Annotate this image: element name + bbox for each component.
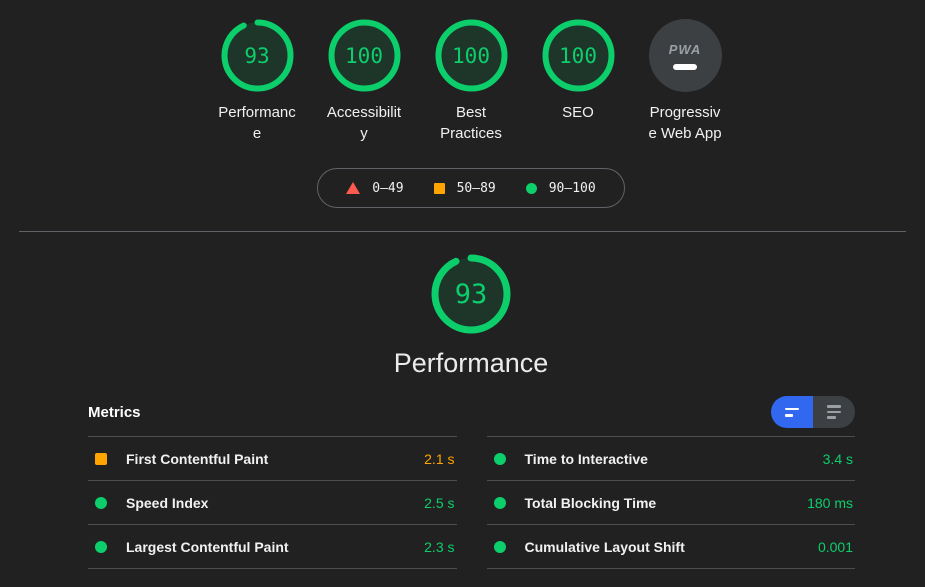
metrics-header: Metrics: [88, 396, 855, 428]
metric-pass-icon: [95, 496, 107, 509]
score-gauge-accessibility[interactable]: 100 Accessibility: [320, 19, 408, 144]
score-gauge-seo[interactable]: 100 SEO: [534, 19, 622, 123]
gauge-arc: [435, 19, 507, 92]
legend-range: 90–100: [548, 180, 596, 196]
gauge-arc: [221, 19, 293, 92]
metric-value: 0.001: [817, 538, 853, 555]
gauge-accessibility-circle: 100: [328, 19, 401, 92]
metrics-column-right: Time to Interactive 3.4 s Total Blocking…: [486, 436, 855, 569]
pwa-dash-icon: [673, 63, 697, 70]
gauge-pwa-label: Progressive Web App: [648, 104, 722, 142]
legend-range: 50–89: [456, 180, 496, 196]
gauge-seo-circle: 100: [542, 19, 615, 92]
metric-average-icon: [95, 452, 107, 465]
legend-item-circle: 90–100: [525, 180, 596, 196]
gauge-arc: [328, 19, 400, 92]
legend-square-icon: [433, 182, 445, 194]
metric-pass-icon: [493, 452, 506, 465]
legend-range: 0–49: [372, 180, 404, 196]
metrics-list-view-button[interactable]: [813, 396, 855, 428]
performance-score-gauge[interactable]: 93: [431, 254, 511, 334]
score-legend: 0–49 50–89 90–100: [317, 168, 625, 208]
metric-row-time-to-interactive: Time to Interactive 3.4 s: [486, 436, 855, 480]
gauge-performance-label: Performance: [218, 104, 296, 142]
legend-circle-icon: [525, 182, 537, 194]
metric-label: Total Blocking Time: [524, 494, 657, 511]
score-gauges-row: 93 Performance 100 Accessibility 100 Bes…: [17, 19, 925, 144]
metric-row-first-contentful-paint: First Contentful Paint 2.1 s: [88, 436, 457, 480]
metric-row-largest-contentful-paint: Largest Contentful Paint 2.3 s: [88, 524, 457, 568]
metrics-heading: Metrics: [88, 403, 141, 421]
metric-label: Time to Interactive: [524, 450, 648, 467]
metric-label: Speed Index: [126, 494, 209, 511]
performance-category-section: 93 Performance: [17, 232, 925, 380]
score-gauge-pwa[interactable]: PWA Progressive Web App: [641, 19, 729, 144]
metric-label: Cumulative Layout Shift: [524, 538, 685, 555]
compact-view-icon: [785, 407, 799, 417]
metric-row-total-blocking-time: Total Blocking Time 180 ms: [486, 480, 855, 524]
metric-label: First Contentful Paint: [126, 450, 269, 467]
metric-row-cumulative-layout-shift: Cumulative Layout Shift 0.001: [486, 524, 855, 568]
metric-value: 180 ms: [807, 494, 853, 511]
gauge-arc: [542, 19, 614, 92]
metric-value: 2.5 s: [424, 494, 455, 511]
scores-summary: 93 Performance 100 Accessibility 100 Bes…: [17, 0, 925, 208]
metric-label: Largest Contentful Paint: [126, 538, 289, 555]
gauge-best-practices-label: Best Practices: [440, 104, 502, 142]
metrics-grid: First Contentful Paint 2.1 s Speed Index…: [88, 436, 855, 569]
metric-row-speed-index: Speed Index 2.5 s: [88, 480, 457, 524]
metrics-compact-view-button[interactable]: [771, 396, 813, 428]
metric-pass-icon: [95, 540, 107, 553]
metrics-column-left: First Contentful Paint 2.1 s Speed Index…: [88, 436, 457, 569]
metric-value: 2.1 s: [424, 450, 455, 467]
gauge-seo-score: 100: [559, 43, 597, 68]
section-divider: [19, 231, 906, 232]
metrics-section: Metrics First Contentful Paint 2.1 s Spe…: [88, 396, 855, 569]
metric-pass-icon: [493, 540, 506, 553]
metrics-view-toggle: [771, 396, 855, 428]
legend-item-square: 50–89: [433, 180, 496, 196]
metric-value: 3.4 s: [822, 450, 853, 467]
performance-score-value: 93: [454, 278, 488, 310]
score-gauge-performance[interactable]: 93 Performance: [213, 19, 301, 144]
category-title: Performance: [393, 348, 549, 378]
gauge-arc: [431, 254, 511, 334]
gauge-accessibility-label: Accessibility: [326, 104, 402, 142]
gauge-best-practices-score: 100: [452, 43, 490, 68]
pwa-badge-text: PWA: [668, 41, 702, 57]
gauge-accessibility-score: 100: [345, 43, 383, 68]
gauge-seo-label: SEO: [562, 104, 594, 121]
legend-triangle-icon: [346, 182, 361, 194]
pwa-badge-icon: PWA: [648, 19, 722, 92]
gauge-performance-score: 93: [244, 43, 270, 68]
gauge-performance-circle: 93: [221, 19, 294, 92]
legend-item-triangle: 0–49: [346, 180, 404, 196]
metric-value: 2.3 s: [424, 538, 455, 555]
list-view-icon: [827, 405, 841, 419]
gauge-best-practices-circle: 100: [435, 19, 508, 92]
score-gauge-best-practices[interactable]: 100 Best Practices: [427, 19, 515, 144]
metric-pass-icon: [493, 496, 506, 509]
